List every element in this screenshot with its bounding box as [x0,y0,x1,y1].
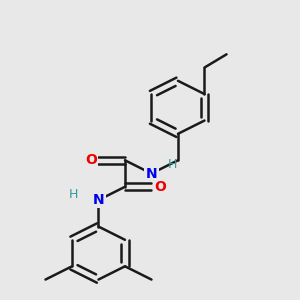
Text: H: H [69,188,78,201]
Text: O: O [85,153,97,167]
Text: N: N [146,167,157,181]
Text: O: O [154,180,166,194]
Text: H: H [167,158,177,171]
Text: N: N [93,193,104,207]
